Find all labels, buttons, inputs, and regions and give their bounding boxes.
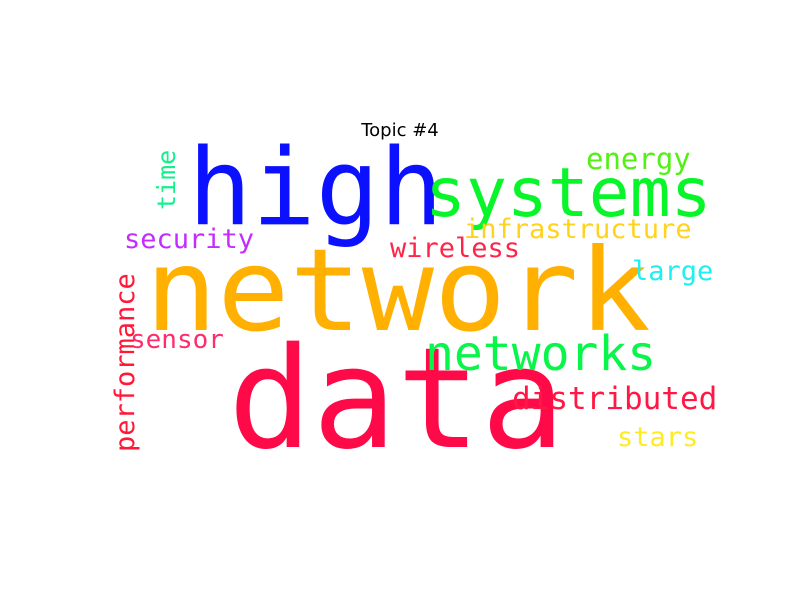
word-large: large (632, 256, 714, 287)
word-high: high (188, 126, 444, 249)
word-network: network (145, 225, 651, 358)
word-wireless: wireless (390, 233, 521, 264)
word-distributed: distributed (512, 381, 718, 417)
word-data: data (228, 318, 566, 481)
word-infrastructure: infrastructure (464, 214, 692, 245)
word-performance: performance (110, 273, 141, 452)
word-security: security (124, 224, 255, 255)
word-time: time (152, 149, 181, 210)
figure-title: Topic #4 (361, 120, 439, 141)
word-stars: stars (617, 422, 699, 453)
word-energy: energy (586, 142, 691, 176)
word-networks: networks (425, 326, 657, 382)
word-sensor: sensor (130, 325, 224, 355)
word-systems: systems (425, 154, 712, 233)
